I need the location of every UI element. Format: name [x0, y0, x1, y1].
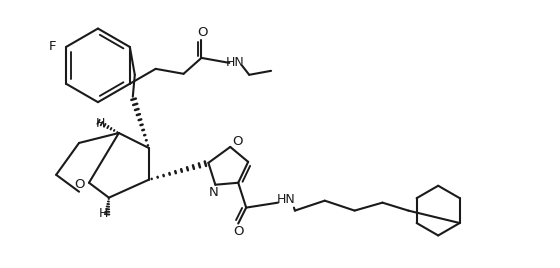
Text: O: O: [233, 225, 244, 238]
Text: HN: HN: [277, 193, 295, 206]
Text: H: H: [99, 207, 109, 220]
Text: N: N: [208, 186, 218, 199]
Text: F: F: [48, 40, 56, 53]
Text: H: H: [96, 117, 106, 129]
Text: O: O: [232, 135, 242, 148]
Text: O: O: [74, 178, 85, 191]
Text: O: O: [197, 25, 208, 39]
Text: HN: HN: [226, 56, 245, 69]
